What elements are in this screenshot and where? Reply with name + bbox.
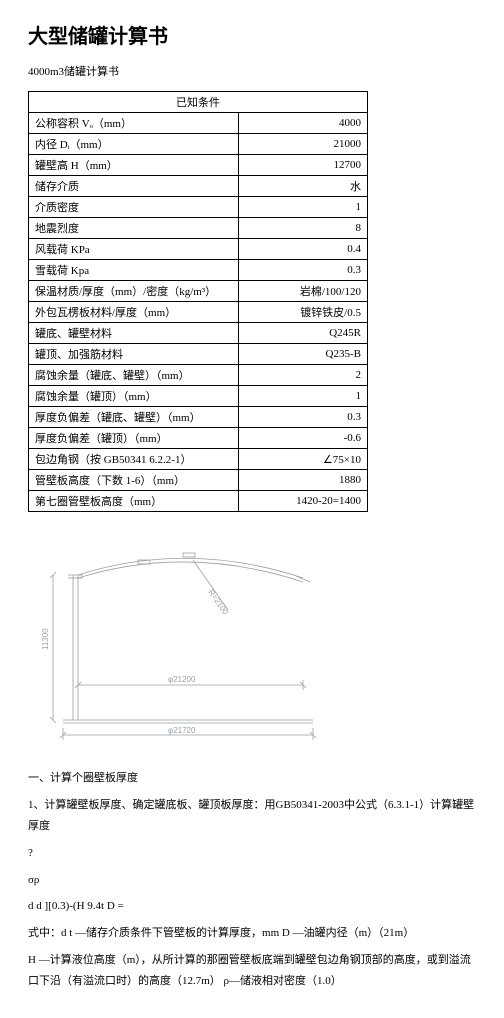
row-value: 8 (239, 218, 368, 239)
table-row: 罐壁高 H（mm）12700 (29, 155, 368, 176)
table-row: 雪载荷 Kpa0.3 (29, 260, 368, 281)
table-row: 厚度负偏差（罐顶）（mm）-0.6 (29, 428, 368, 449)
row-value: ∠75×10 (239, 449, 368, 470)
row-value: 21000 (239, 134, 368, 155)
row-value: 12700 (239, 155, 368, 176)
table-row: 内径 Dᵢ（mm）21000 (29, 134, 368, 155)
diagram-radius-label: R=2100 (206, 588, 230, 617)
table-row: 管壁板高度（下数 1-6）（mm）1880 (29, 470, 368, 491)
diagram-width-top-label: φ21200 (168, 675, 196, 684)
row-label: 内径 Dᵢ（mm） (29, 134, 239, 155)
table-row: 介质密度1 (29, 197, 368, 218)
para-5: 式中：d t —储存介质条件下管壁板的计算厚度，mm D —油罐内径（m）（21… (28, 923, 476, 944)
row-label: 腐蚀余量（罐顶）（mm） (29, 386, 239, 407)
row-label: 管壁板高度（下数 1-6）（mm） (29, 470, 239, 491)
table-row: 厚度负偏差（罐底、罐壁）（mm）0.3 (29, 407, 368, 428)
diagram-height-label: 11300 (41, 628, 50, 650)
row-value: 0.3 (239, 407, 368, 428)
row-value: Q245R (239, 323, 368, 344)
para-0: 一、计算个圈壁板厚度 (28, 768, 476, 789)
row-value: 镀锌铁皮/0.5 (239, 302, 368, 323)
row-value: 2 (239, 365, 368, 386)
row-value: 0.4 (239, 239, 368, 260)
para-2: ? (28, 843, 476, 864)
row-value: 1 (239, 386, 368, 407)
row-label: 罐底、罐壁材料 (29, 323, 239, 344)
row-label: 罐壁高 H（mm） (29, 155, 239, 176)
row-label: 保温材质/厚度（mm）/密度（kg/m³） (29, 281, 239, 302)
table-row: 罐底、罐壁材料Q245R (29, 323, 368, 344)
row-label: 厚度负偏差（罐顶）（mm） (29, 428, 239, 449)
row-value: 4000 (239, 113, 368, 134)
row-label: 外包瓦楞板材料/厚度（mm） (29, 302, 239, 323)
page-title: 大型储罐计算书 (28, 20, 476, 49)
diagram-width-bot-label: φ21720 (168, 726, 196, 735)
known-conditions-table: 已知条件 公称容积 Vₒ（mm）4000内径 Dᵢ（mm）21000罐壁高 H（… (28, 91, 368, 512)
row-label: 地震烈度 (29, 218, 239, 239)
row-label: 腐蚀余量（罐底、罐壁）（mm） (29, 365, 239, 386)
row-value: 水 (239, 176, 368, 197)
para-4: d d ][0.3)-(H 9.4t D = (28, 896, 476, 917)
row-value: 1880 (239, 470, 368, 491)
table-row: 腐蚀余量（罐底、罐壁）（mm）2 (29, 365, 368, 386)
row-label: 雪载荷 Kpa (29, 260, 239, 281)
row-label: 厚度负偏差（罐底、罐壁）（mm） (29, 407, 239, 428)
row-value: 0.3 (239, 260, 368, 281)
table-row: 罐顶、加强筋材料Q235-B (29, 344, 368, 365)
row-value: -0.6 (239, 428, 368, 449)
row-value: Q235-B (239, 344, 368, 365)
table-header: 已知条件 (29, 92, 368, 113)
row-value: 1420-20=1400 (239, 491, 368, 512)
row-label: 第七圈管壁板高度（mm） (29, 491, 239, 512)
row-label: 罐顶、加强筋材料 (29, 344, 239, 365)
tank-diagram: 11300 φ21200 φ21720 R=2100 (28, 530, 368, 750)
table-row: 外包瓦楞板材料/厚度（mm）镀锌铁皮/0.5 (29, 302, 368, 323)
table-row: 腐蚀余量（罐顶）（mm）1 (29, 386, 368, 407)
row-label: 风载荷 KPa (29, 239, 239, 260)
row-label: 公称容积 Vₒ（mm） (29, 113, 239, 134)
row-value: 岩棉/100/120 (239, 281, 368, 302)
table-row: 公称容积 Vₒ（mm）4000 (29, 113, 368, 134)
para-6: H —计算液位高度（m），从所计算的那圈管壁板底端到罐壁包边角钢顶部的高度，或到… (28, 950, 476, 992)
table-row: 储存介质水 (29, 176, 368, 197)
table-row: 第七圈管壁板高度（mm）1420-20=1400 (29, 491, 368, 512)
table-row: 风载荷 KPa0.4 (29, 239, 368, 260)
para-3: σρ (28, 870, 476, 891)
para-1: 1、计算罐壁板厚度、确定罐底板、罐顶板厚度：用GB50341-2003中公式（6… (28, 795, 476, 837)
row-label: 包边角钢（按 GB50341 6.2.2-1） (29, 449, 239, 470)
table-row: 包边角钢（按 GB50341 6.2.2-1）∠75×10 (29, 449, 368, 470)
table-row: 保温材质/厚度（mm）/密度（kg/m³）岩棉/100/120 (29, 281, 368, 302)
row-label: 储存介质 (29, 176, 239, 197)
row-label: 介质密度 (29, 197, 239, 218)
table-row: 地震烈度8 (29, 218, 368, 239)
row-value: 1 (239, 197, 368, 218)
page-subtitle: 4000m3储罐计算书 (28, 63, 476, 79)
